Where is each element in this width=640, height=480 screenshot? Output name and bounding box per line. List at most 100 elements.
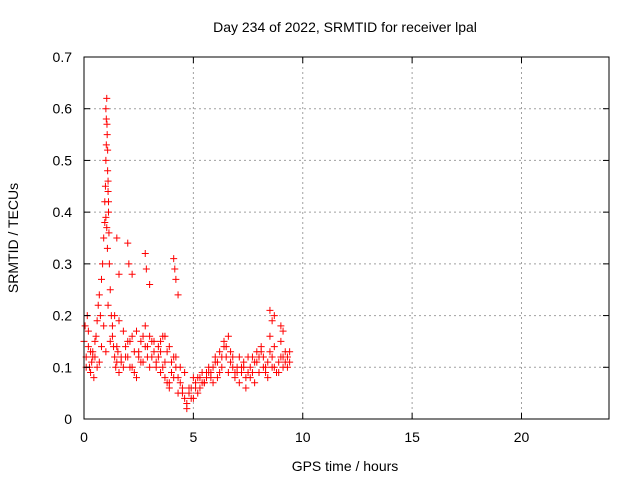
y-tick-label: 0.2 [53,308,73,324]
data-point [231,368,239,376]
data-point [139,358,147,366]
data-point [146,332,154,340]
data-point [157,368,165,376]
x-tick-label: 20 [514,429,530,445]
data-point [102,115,110,123]
data-point [183,405,191,413]
data-point [268,363,276,371]
data-point [168,358,175,366]
data-point [104,146,112,154]
data-point [93,363,101,371]
data-point [170,374,178,382]
data-point [227,358,235,366]
data-point [150,337,158,345]
data-point [268,353,276,361]
y-tick-label: 0 [64,411,72,427]
data-point [165,343,173,351]
data-point [211,358,219,366]
data-point [178,384,186,392]
data-point [146,363,154,371]
data-point [128,270,136,278]
data-point [115,270,123,278]
data-point [273,368,280,376]
data-point [98,343,105,351]
data-point [148,353,156,361]
y-tick-label: 0.3 [53,256,73,272]
data-point [105,208,112,216]
data-point [218,353,226,361]
data-point [154,343,162,351]
data-point [218,363,226,371]
data-point [100,322,108,330]
data-point [89,353,97,361]
data-point [268,317,276,325]
data-point [104,301,112,309]
data-point [133,327,140,335]
data-point [279,327,287,335]
data-point [174,389,182,397]
data-point [139,332,147,340]
data-point [172,353,180,361]
data-point [286,348,294,356]
data-point [103,94,111,102]
data-point [176,379,184,387]
data-point [277,337,285,345]
data-point [266,348,274,356]
data-point [213,374,221,382]
data-points [80,94,294,413]
data-point [157,337,165,345]
data-point [266,332,274,340]
data-point [266,306,274,314]
data-point [122,353,130,361]
data-point [124,239,132,247]
data-point [157,348,165,356]
data-point [181,394,189,402]
data-point [99,260,107,268]
data-point [194,389,202,397]
data-point [207,374,215,382]
data-point [172,275,180,283]
y-tick-label: 0.5 [53,152,73,168]
grid [84,57,609,419]
data-point [152,363,160,371]
data-point [253,358,261,366]
data-point [102,105,110,113]
chart-title: Day 234 of 2022, SRMTID for receiver lpa… [213,19,477,35]
data-point [143,343,151,351]
data-point [257,348,265,356]
data-point [262,363,270,371]
data-point [90,374,98,382]
axis-ticks: 0 5 10 15 20 0 0.1 0.2 0.3 0.4 0.5 0.6 0.7 [53,49,609,445]
data-point [150,348,158,356]
data-point [81,322,89,330]
data-point [95,291,103,299]
data-point [235,379,243,387]
data-point [279,353,287,361]
data-point [270,312,278,320]
data-point [113,234,121,242]
data-point [255,368,263,376]
data-point [103,244,111,252]
data-point [111,353,119,361]
data-point [222,343,230,351]
data-point [248,368,256,376]
data-point [209,363,217,371]
data-point [104,177,112,185]
data-point [102,348,110,356]
data-point [104,187,112,195]
data-point [102,213,110,221]
data-point [240,363,248,371]
data-point [105,260,113,268]
data-point [135,348,143,356]
data-point [122,343,130,351]
data-point [259,353,267,361]
data-point [91,337,99,345]
data-point [84,343,92,351]
data-point [133,374,140,382]
data-point [242,384,250,392]
data-point [100,234,108,242]
data-point [112,363,120,371]
data-point [246,374,254,382]
data-point [94,301,102,309]
data-point [187,394,195,402]
